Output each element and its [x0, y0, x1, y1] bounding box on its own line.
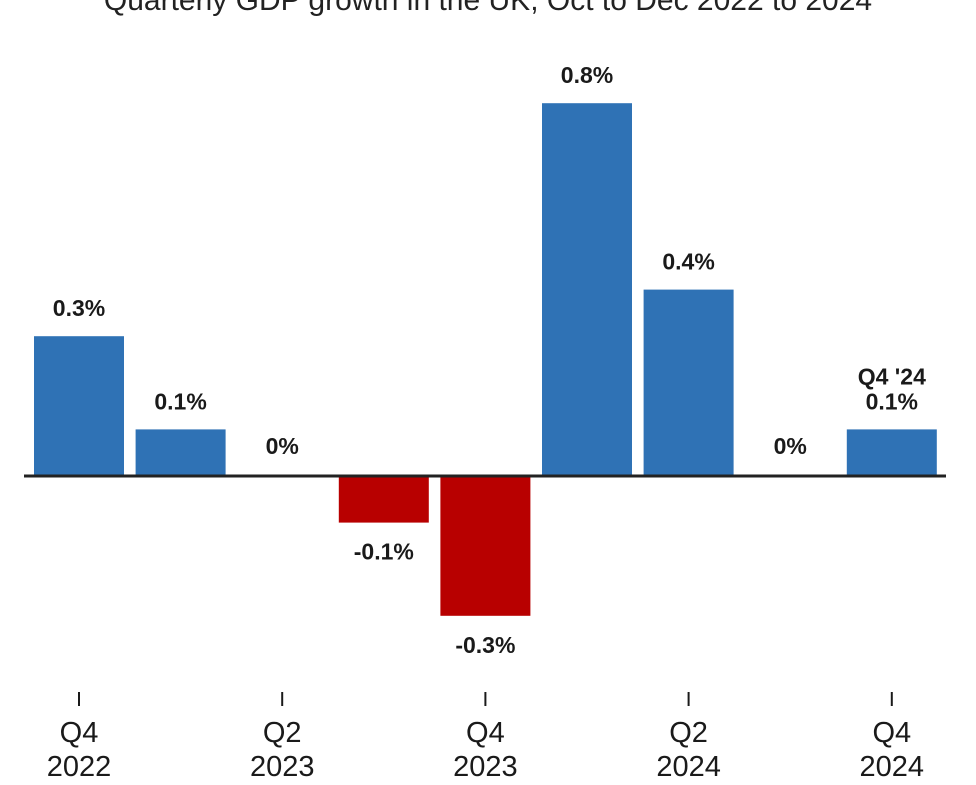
x-tick-label-q4-2024: Q4 2024 — [860, 717, 925, 780]
x-tick-label-q4-2022: Q4 2022 — [47, 717, 112, 780]
value-label-q4-2022: 0.3% — [53, 295, 105, 321]
x-tick-label-q2-2024: Q2 2024 — [656, 717, 721, 780]
bar-q4-2024 — [846, 429, 937, 476]
value-label-q4-2023: -0.3% — [455, 632, 515, 658]
value-label-q3-2024: 0% — [774, 433, 807, 459]
bars-group — [34, 103, 937, 616]
x-tick-label-q4-2023: Q4 2023 — [453, 717, 518, 780]
bar-q3-2023 — [338, 476, 429, 523]
bar-q2-2024 — [643, 289, 734, 476]
value-label-q1-2023: 0.1% — [154, 388, 206, 414]
value-label-q1-2024: 0.8% — [561, 62, 613, 88]
bar-q4-2023 — [440, 476, 531, 616]
bar-q1-2023 — [135, 429, 226, 476]
bar-q1-2024 — [542, 103, 632, 476]
value-label-q2-2024: 0.4% — [662, 249, 714, 275]
value-label-q3-2023: -0.1% — [354, 539, 414, 565]
chart-title: Quarterly GDP growth in the UK, Oct to D… — [104, 0, 872, 17]
value-label-q4-2024: 0.1% — [866, 388, 918, 414]
value-label-q2-2023: 0% — [266, 433, 299, 459]
x-axis: Q4 2022 Q2 2023 Q4 2023 Q2 2024 Q4 2024 — [47, 692, 925, 783]
value-labels-group: 0.3%0.1%0%-0.1%-0.3%0.8%0.4%0%0.1%Q4 '24 — [53, 62, 926, 658]
annotation-latest-quarter: Q4 '24 — [858, 363, 926, 389]
x-tick-label-q2-2023: Q2 2023 — [250, 717, 315, 780]
bar-q4-2022 — [34, 336, 124, 476]
